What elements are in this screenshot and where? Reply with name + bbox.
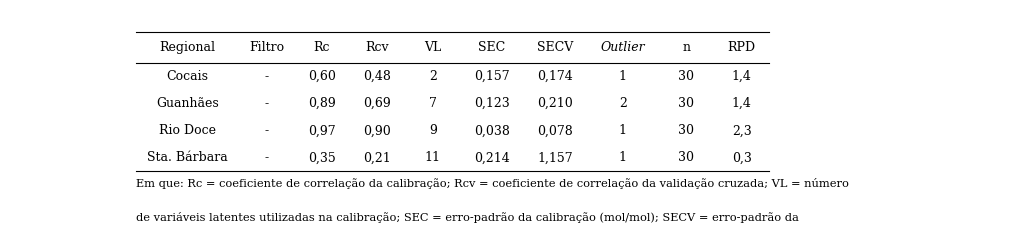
Text: -: - <box>265 124 269 137</box>
Text: 1: 1 <box>618 151 626 164</box>
Text: 0,60: 0,60 <box>308 70 336 83</box>
Text: SECV: SECV <box>538 41 573 54</box>
Text: n: n <box>682 41 690 54</box>
Text: 0,157: 0,157 <box>474 70 510 83</box>
Text: Cocais: Cocais <box>167 70 208 83</box>
Text: -: - <box>265 97 269 110</box>
Text: 30: 30 <box>679 124 694 137</box>
Text: 30: 30 <box>679 97 694 110</box>
Text: SEC: SEC <box>478 41 506 54</box>
Text: 9: 9 <box>429 124 436 137</box>
Text: 0,97: 0,97 <box>308 124 335 137</box>
Text: 11: 11 <box>425 151 440 164</box>
Text: Regional: Regional <box>159 41 216 54</box>
Text: Filtro: Filtro <box>248 41 284 54</box>
Text: -: - <box>265 70 269 83</box>
Text: 1: 1 <box>618 70 626 83</box>
Text: 7: 7 <box>429 97 436 110</box>
Text: Em que: Rc = coeficiente de correlação da calibração; Rcv = coeficiente de corre: Em que: Rc = coeficiente de correlação d… <box>136 178 848 190</box>
Text: 1: 1 <box>618 124 626 137</box>
Text: 0,89: 0,89 <box>308 97 335 110</box>
Text: de variáveis latentes utilizadas na calibração; SEC = erro-padrão da calibração : de variáveis latentes utilizadas na cali… <box>136 212 798 223</box>
Text: 2: 2 <box>619 97 626 110</box>
Text: 0,48: 0,48 <box>363 70 391 83</box>
Text: 1,157: 1,157 <box>538 151 573 164</box>
Text: 0,214: 0,214 <box>474 151 510 164</box>
Text: Rio Doce: Rio Doce <box>158 124 216 137</box>
Text: Outlier: Outlier <box>601 41 645 54</box>
Text: 2: 2 <box>429 70 436 83</box>
Text: 0,3: 0,3 <box>732 151 751 164</box>
Text: 0,123: 0,123 <box>474 97 510 110</box>
Text: 30: 30 <box>679 151 694 164</box>
Text: 1,4: 1,4 <box>732 70 751 83</box>
Text: -: - <box>265 151 269 164</box>
Text: 0,038: 0,038 <box>474 124 510 137</box>
Text: VL: VL <box>424 41 442 54</box>
Text: Sta. Bárbara: Sta. Bárbara <box>147 151 228 164</box>
Text: Rcv: Rcv <box>366 41 389 54</box>
Text: RPD: RPD <box>728 41 755 54</box>
Text: 0,21: 0,21 <box>364 151 391 164</box>
Text: 1,4: 1,4 <box>732 97 751 110</box>
Text: 2,3: 2,3 <box>732 124 751 137</box>
Text: Rc: Rc <box>314 41 330 54</box>
Text: Guanhães: Guanhães <box>155 97 219 110</box>
Text: 0,078: 0,078 <box>538 124 573 137</box>
Text: 0,210: 0,210 <box>538 97 573 110</box>
Text: 30: 30 <box>679 70 694 83</box>
Text: 0,35: 0,35 <box>308 151 335 164</box>
Text: 0,174: 0,174 <box>538 70 573 83</box>
Text: 0,69: 0,69 <box>364 97 391 110</box>
Text: 0,90: 0,90 <box>364 124 391 137</box>
